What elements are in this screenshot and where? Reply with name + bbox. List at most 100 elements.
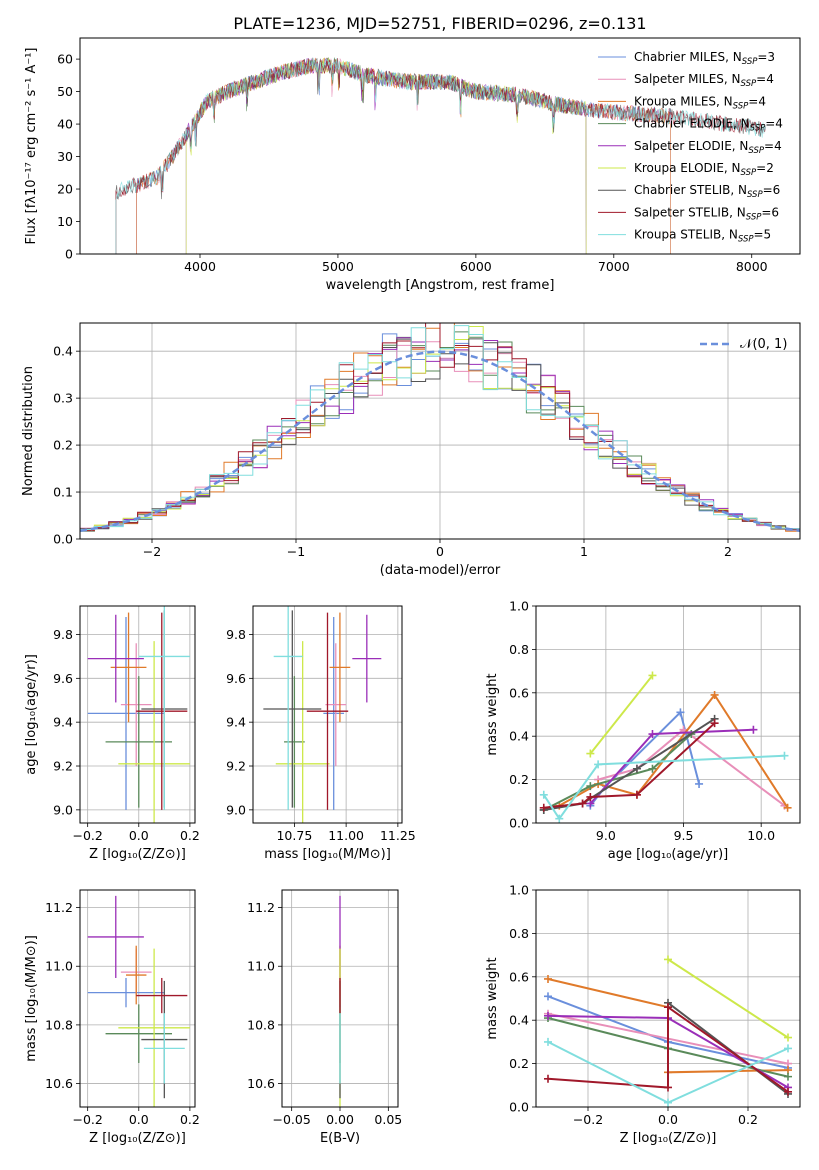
weight-point-marker xyxy=(544,1074,552,1083)
weight-point-marker xyxy=(544,1011,552,1020)
z_vs_age-ytick-label: 9.2 xyxy=(53,759,73,774)
age_vs_weight-ylabel: mass weight xyxy=(485,673,500,755)
mass_vs_age-xlabel: mass [log₁₀(M/M⊙)] xyxy=(264,847,391,862)
residuals-ytick-label: 0.1 xyxy=(53,485,73,500)
spectrum-model-line xyxy=(136,57,671,254)
residuals-xlabel: (data-model)/error xyxy=(380,563,501,578)
z-vs-weight-panel: −0.2 0.0 0.2 0.0 0.2 0.4 0.6 0.8 1.0 Z [log₁₀(Z/Z… xyxy=(485,883,801,1146)
axes-frame xyxy=(79,37,801,255)
legend-value: =6 xyxy=(763,183,781,197)
ebv_vs_mass-ytick-label: 10.8 xyxy=(247,1017,275,1032)
legend-label: Chabrier STELIB, N xyxy=(634,183,747,197)
residuals-ytick-label: 0.4 xyxy=(53,344,73,359)
weight-series-line xyxy=(543,717,716,811)
legend-entry: Chabrier MILES, NSSP=3 xyxy=(634,50,775,67)
weight-point-marker xyxy=(780,751,789,760)
ebv_vs_mass-ytick-label: 10.6 xyxy=(247,1076,275,1091)
weight-series-line xyxy=(558,693,789,809)
legend-label: Chabrier MILES, N xyxy=(634,50,742,64)
z_vs_weight-xlabel: Z [log₁₀(Z/Z⊙)] xyxy=(620,1131,717,1146)
z_vs_mass-ytick-label: 10.6 xyxy=(45,1076,73,1091)
weight-point-marker xyxy=(586,782,595,791)
residuals-xtick-label: −1 xyxy=(287,544,305,559)
axes-frame xyxy=(79,605,196,824)
residuals-ytick-label: 0.2 xyxy=(53,438,73,453)
weight-point-marker xyxy=(544,992,552,1001)
mass_vs_age-ytick-label: 9.8 xyxy=(226,627,246,642)
weight-point-marker xyxy=(539,790,548,799)
weight-point-marker xyxy=(710,719,719,728)
legend-entry: Chabrier STELIB, NSSP=6 xyxy=(634,183,780,200)
z_vs_age-ytick-label: 9.0 xyxy=(53,802,73,817)
spectrum-ytick-label: 0 xyxy=(65,247,73,262)
weight-point-marker xyxy=(784,1087,792,1096)
legend-entry: Salpeter STELIB, NSSP=6 xyxy=(634,205,779,222)
weight-point-marker xyxy=(749,725,758,734)
legend-entry: Salpeter ELODIE, NSSP=4 xyxy=(634,139,782,156)
weight-point-marker xyxy=(784,1072,792,1081)
ebv_vs_mass-xtick-label: −0.05 xyxy=(273,1112,311,1127)
axes-frame xyxy=(79,889,196,1108)
z_vs_weight-xtick-label: 0.0 xyxy=(658,1112,678,1127)
spectrum-xtick-label: 6000 xyxy=(460,259,492,274)
z-vs-mass-panel: −0.2 0.0 0.2 10.6 10.8 11.0 11.2 Z [log₁₀(Z/Z⊙)… xyxy=(24,889,200,1146)
z_vs_weight-xtick-label: 0.2 xyxy=(738,1112,758,1127)
weight-point-marker xyxy=(555,814,564,823)
spectrum-xtick-label: 4000 xyxy=(184,259,216,274)
mass_vs_age-ytick-label: 9.2 xyxy=(226,759,246,774)
weight-point-marker xyxy=(710,690,719,699)
z_vs_weight-ytick-label: 0.4 xyxy=(509,1013,529,1028)
legend-subscript: SSP xyxy=(746,212,762,222)
age_vs_weight-ytick-label: 0.0 xyxy=(509,816,529,831)
weight-point-marker xyxy=(586,749,595,758)
weight-series-line xyxy=(542,754,785,821)
weight-series-line xyxy=(589,674,654,755)
residuals-xtick-label: −2 xyxy=(143,544,161,559)
legend-subscript: SSP xyxy=(741,168,757,178)
z_vs_age-xlabel: Z [log₁₀(Z/Z⊙)] xyxy=(89,847,186,862)
normal-curve xyxy=(79,350,801,533)
z_vs_mass-ytick-label: 10.8 xyxy=(45,1017,73,1032)
spectrum-ylabel: Flux [fλ10⁻¹⁷ erg cm⁻² s⁻¹ A⁻¹] xyxy=(24,48,39,245)
spectrum-panel: 4000 5000 6000 7000 8000 0 10 20 30 40 50 60 wavelen… xyxy=(24,37,801,293)
spectrum-model-line xyxy=(136,57,671,254)
residuals-legend: 𝒩(0, 1) xyxy=(700,337,787,352)
weight-point-marker xyxy=(695,779,704,788)
legend-value: =3 xyxy=(757,50,775,64)
axes-frame xyxy=(535,605,801,824)
weight-point-marker xyxy=(544,1037,552,1046)
z_vs_age-ylabel: age [log₁₀(age/yr)] xyxy=(24,654,39,775)
z_vs_weight-ytick-label: 0.0 xyxy=(509,1100,529,1115)
ebv_vs_mass-xtick-label: 0.00 xyxy=(326,1112,354,1127)
residuals-ytick-label: 0.3 xyxy=(53,391,73,406)
age_vs_weight-xlabel: age [log₁₀(age/yr)] xyxy=(608,847,729,862)
mass_vs_age-xtick-label: 10.75 xyxy=(276,828,312,843)
z_vs_mass-xtick-label: 0.2 xyxy=(180,1112,200,1127)
axes-frame xyxy=(535,889,801,1108)
z_vs_age-ytick-label: 9.8 xyxy=(53,627,73,642)
weight-point-marker xyxy=(676,708,685,717)
legend-value: =6 xyxy=(761,205,779,219)
legend-label: Kroupa STELIB, N xyxy=(634,228,738,242)
z_vs_weight-ytick-label: 0.2 xyxy=(509,1056,529,1071)
legend-subscript: SSP xyxy=(748,146,764,156)
weight-point-marker xyxy=(784,1044,792,1053)
legend-value: =2 xyxy=(756,161,774,175)
weight-point-marker xyxy=(783,803,792,812)
ebv_vs_mass-ytick-label: 11.2 xyxy=(247,900,275,915)
legend-subscript: SSP xyxy=(741,79,757,89)
axes-frame xyxy=(252,605,403,824)
weight-series-line xyxy=(597,728,786,807)
legend-label: Chabrier ELODIE, N xyxy=(634,117,750,131)
weight-point-marker xyxy=(664,1083,672,1092)
legend-entry: Kroupa MILES, NSSP=4 xyxy=(634,94,766,111)
weight-point-marker xyxy=(544,974,552,983)
z_vs_mass-xtick-label: 0.0 xyxy=(129,1112,149,1127)
legend-entry: Salpeter MILES, NSSP=4 xyxy=(634,72,774,89)
z_vs_age-xtick-label: 0.0 xyxy=(129,828,149,843)
weight-point-marker xyxy=(648,730,657,739)
weight-series-line xyxy=(667,958,789,1039)
weight-series-line xyxy=(589,728,754,805)
ebv_vs_mass-xtick-label: 0.05 xyxy=(374,1112,402,1127)
